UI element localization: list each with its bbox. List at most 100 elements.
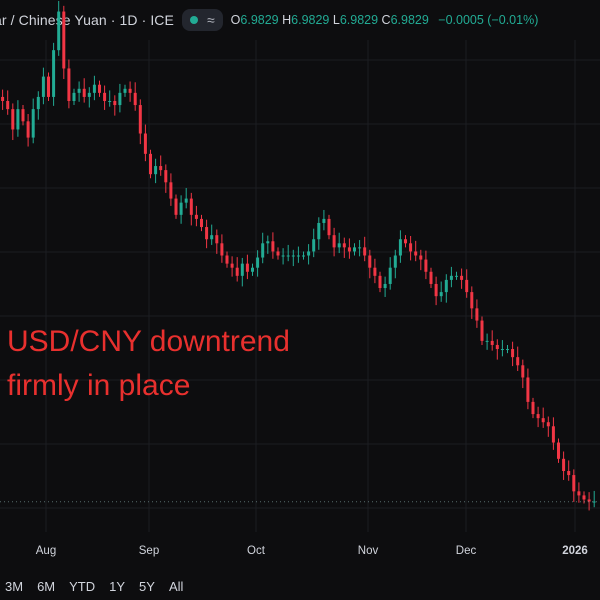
candle-body-108 xyxy=(546,422,550,427)
candle-body-67 xyxy=(337,243,341,248)
candle-body-7 xyxy=(31,109,35,138)
candle-body-12 xyxy=(57,11,61,51)
candle-body-74 xyxy=(373,267,377,276)
candle-body-107 xyxy=(541,418,545,423)
candle-body-8 xyxy=(36,96,40,110)
candle-body-77 xyxy=(388,267,392,284)
x-tick-label-0: Aug xyxy=(35,545,57,557)
candle-body-111 xyxy=(562,458,566,472)
x-tick-label-4: Dec xyxy=(455,545,477,557)
candle-body-105 xyxy=(531,401,535,415)
chart-header: ar / Chinese Yuan · 1D · ICE ≈ O6.9829 H… xyxy=(0,0,600,40)
candle-body-71 xyxy=(358,247,362,249)
candle-body-82 xyxy=(414,251,418,256)
range-3m-button[interactable]: 3M xyxy=(5,578,24,594)
range-1y-button[interactable]: 1Y xyxy=(109,578,126,594)
candle-body-64 xyxy=(322,218,326,223)
candle-body-56 xyxy=(281,255,285,257)
candle-body-37 xyxy=(184,198,188,203)
status-pill[interactable]: ≈ xyxy=(181,9,223,31)
candle-body-5 xyxy=(21,109,25,122)
candle-body-109 xyxy=(551,426,555,443)
range-ytd-button[interactable]: YTD xyxy=(69,578,96,594)
change-value: −0.0005 (−0.01%) xyxy=(438,13,539,27)
candle-body-46 xyxy=(230,263,234,268)
chart-grid xyxy=(0,40,600,532)
ohlc-readout: O6.9829 H6.9829 L6.9829 C6.9829 −0.0005 … xyxy=(231,13,539,27)
candle-body-93 xyxy=(470,292,474,309)
candle-body-70 xyxy=(353,247,356,252)
candle-body-78 xyxy=(393,255,397,268)
open-value: 6.9829 xyxy=(240,13,279,27)
open-label: O xyxy=(230,13,241,27)
candle-body-100 xyxy=(506,349,509,351)
candle-body-62 xyxy=(312,239,316,252)
candles xyxy=(1,0,596,511)
range-selector: 3M 6M YTD 1Y 5Y All xyxy=(0,572,600,600)
x-tick-label-3: Nov xyxy=(357,545,379,557)
candle-body-36 xyxy=(179,202,183,215)
candle-body-40 xyxy=(200,218,203,228)
range-all-button[interactable]: All xyxy=(168,578,184,594)
candle-body-1 xyxy=(1,96,5,101)
candle-body-53 xyxy=(266,241,270,244)
chart-annotation: USD/CNY downtrend firmly in place xyxy=(7,320,290,408)
candle-body-115 xyxy=(582,495,586,500)
candle-body-22 xyxy=(108,100,112,102)
candle-body-26 xyxy=(128,88,132,93)
candle-body-30 xyxy=(149,153,152,175)
candle-body-58 xyxy=(291,255,295,257)
candle-body-21 xyxy=(103,92,107,101)
candle-body-29 xyxy=(143,133,147,154)
candle-body-19 xyxy=(92,84,96,93)
candle-body-57 xyxy=(286,255,290,257)
candle-body-65 xyxy=(327,218,331,236)
candle-body-23 xyxy=(113,100,117,106)
range-5y-button[interactable]: 5Y xyxy=(139,578,155,594)
candle-body-24 xyxy=(118,92,122,106)
candle-body-3 xyxy=(11,109,15,130)
candle-body-106 xyxy=(536,414,540,419)
candle-body-80 xyxy=(404,239,407,244)
candle-body-45 xyxy=(225,255,229,264)
candle-body-42 xyxy=(210,235,214,240)
candle-body-43 xyxy=(215,235,219,244)
candle-body-48 xyxy=(240,263,244,276)
candle-body-35 xyxy=(174,198,178,215)
candle-body-17 xyxy=(82,88,86,97)
candle-body-63 xyxy=(317,222,321,240)
market-status-icon xyxy=(189,16,198,24)
candle-body-16 xyxy=(77,88,81,93)
candle-body-68 xyxy=(342,243,346,248)
candle-body-83 xyxy=(419,255,423,260)
candle-body-34 xyxy=(169,182,173,199)
candle-body-112 xyxy=(567,471,571,476)
high-label: H xyxy=(282,13,292,27)
range-6m-button[interactable]: 6M xyxy=(37,578,56,594)
candle-body-66 xyxy=(332,235,336,248)
candle-body-31 xyxy=(154,166,158,175)
candle-body-102 xyxy=(516,357,520,366)
candle-body-72 xyxy=(363,247,367,256)
candle-body-60 xyxy=(302,255,305,257)
candle-body-15 xyxy=(72,92,76,101)
candle-body-84 xyxy=(424,259,428,272)
close-label: C xyxy=(381,13,391,27)
approx-icon: ≈ xyxy=(206,12,215,28)
candle-body-41 xyxy=(205,227,209,240)
candle-body-2 xyxy=(6,100,10,110)
low-label: L xyxy=(332,13,340,27)
candle-body-11 xyxy=(52,50,56,97)
candle-body-81 xyxy=(409,243,413,252)
candle-body-73 xyxy=(368,255,372,268)
candle-body-27 xyxy=(133,92,137,106)
symbol-title[interactable]: ar / Chinese Yuan · 1D · ICE xyxy=(0,12,174,28)
annotation-line-2: firmly in place xyxy=(7,369,191,402)
candle-body-14 xyxy=(67,68,71,101)
candle-body-59 xyxy=(296,255,300,257)
candle-body-89 xyxy=(449,275,453,280)
candle-body-76 xyxy=(383,283,387,289)
candle-body-116 xyxy=(587,499,591,502)
candle-body-52 xyxy=(261,243,265,258)
